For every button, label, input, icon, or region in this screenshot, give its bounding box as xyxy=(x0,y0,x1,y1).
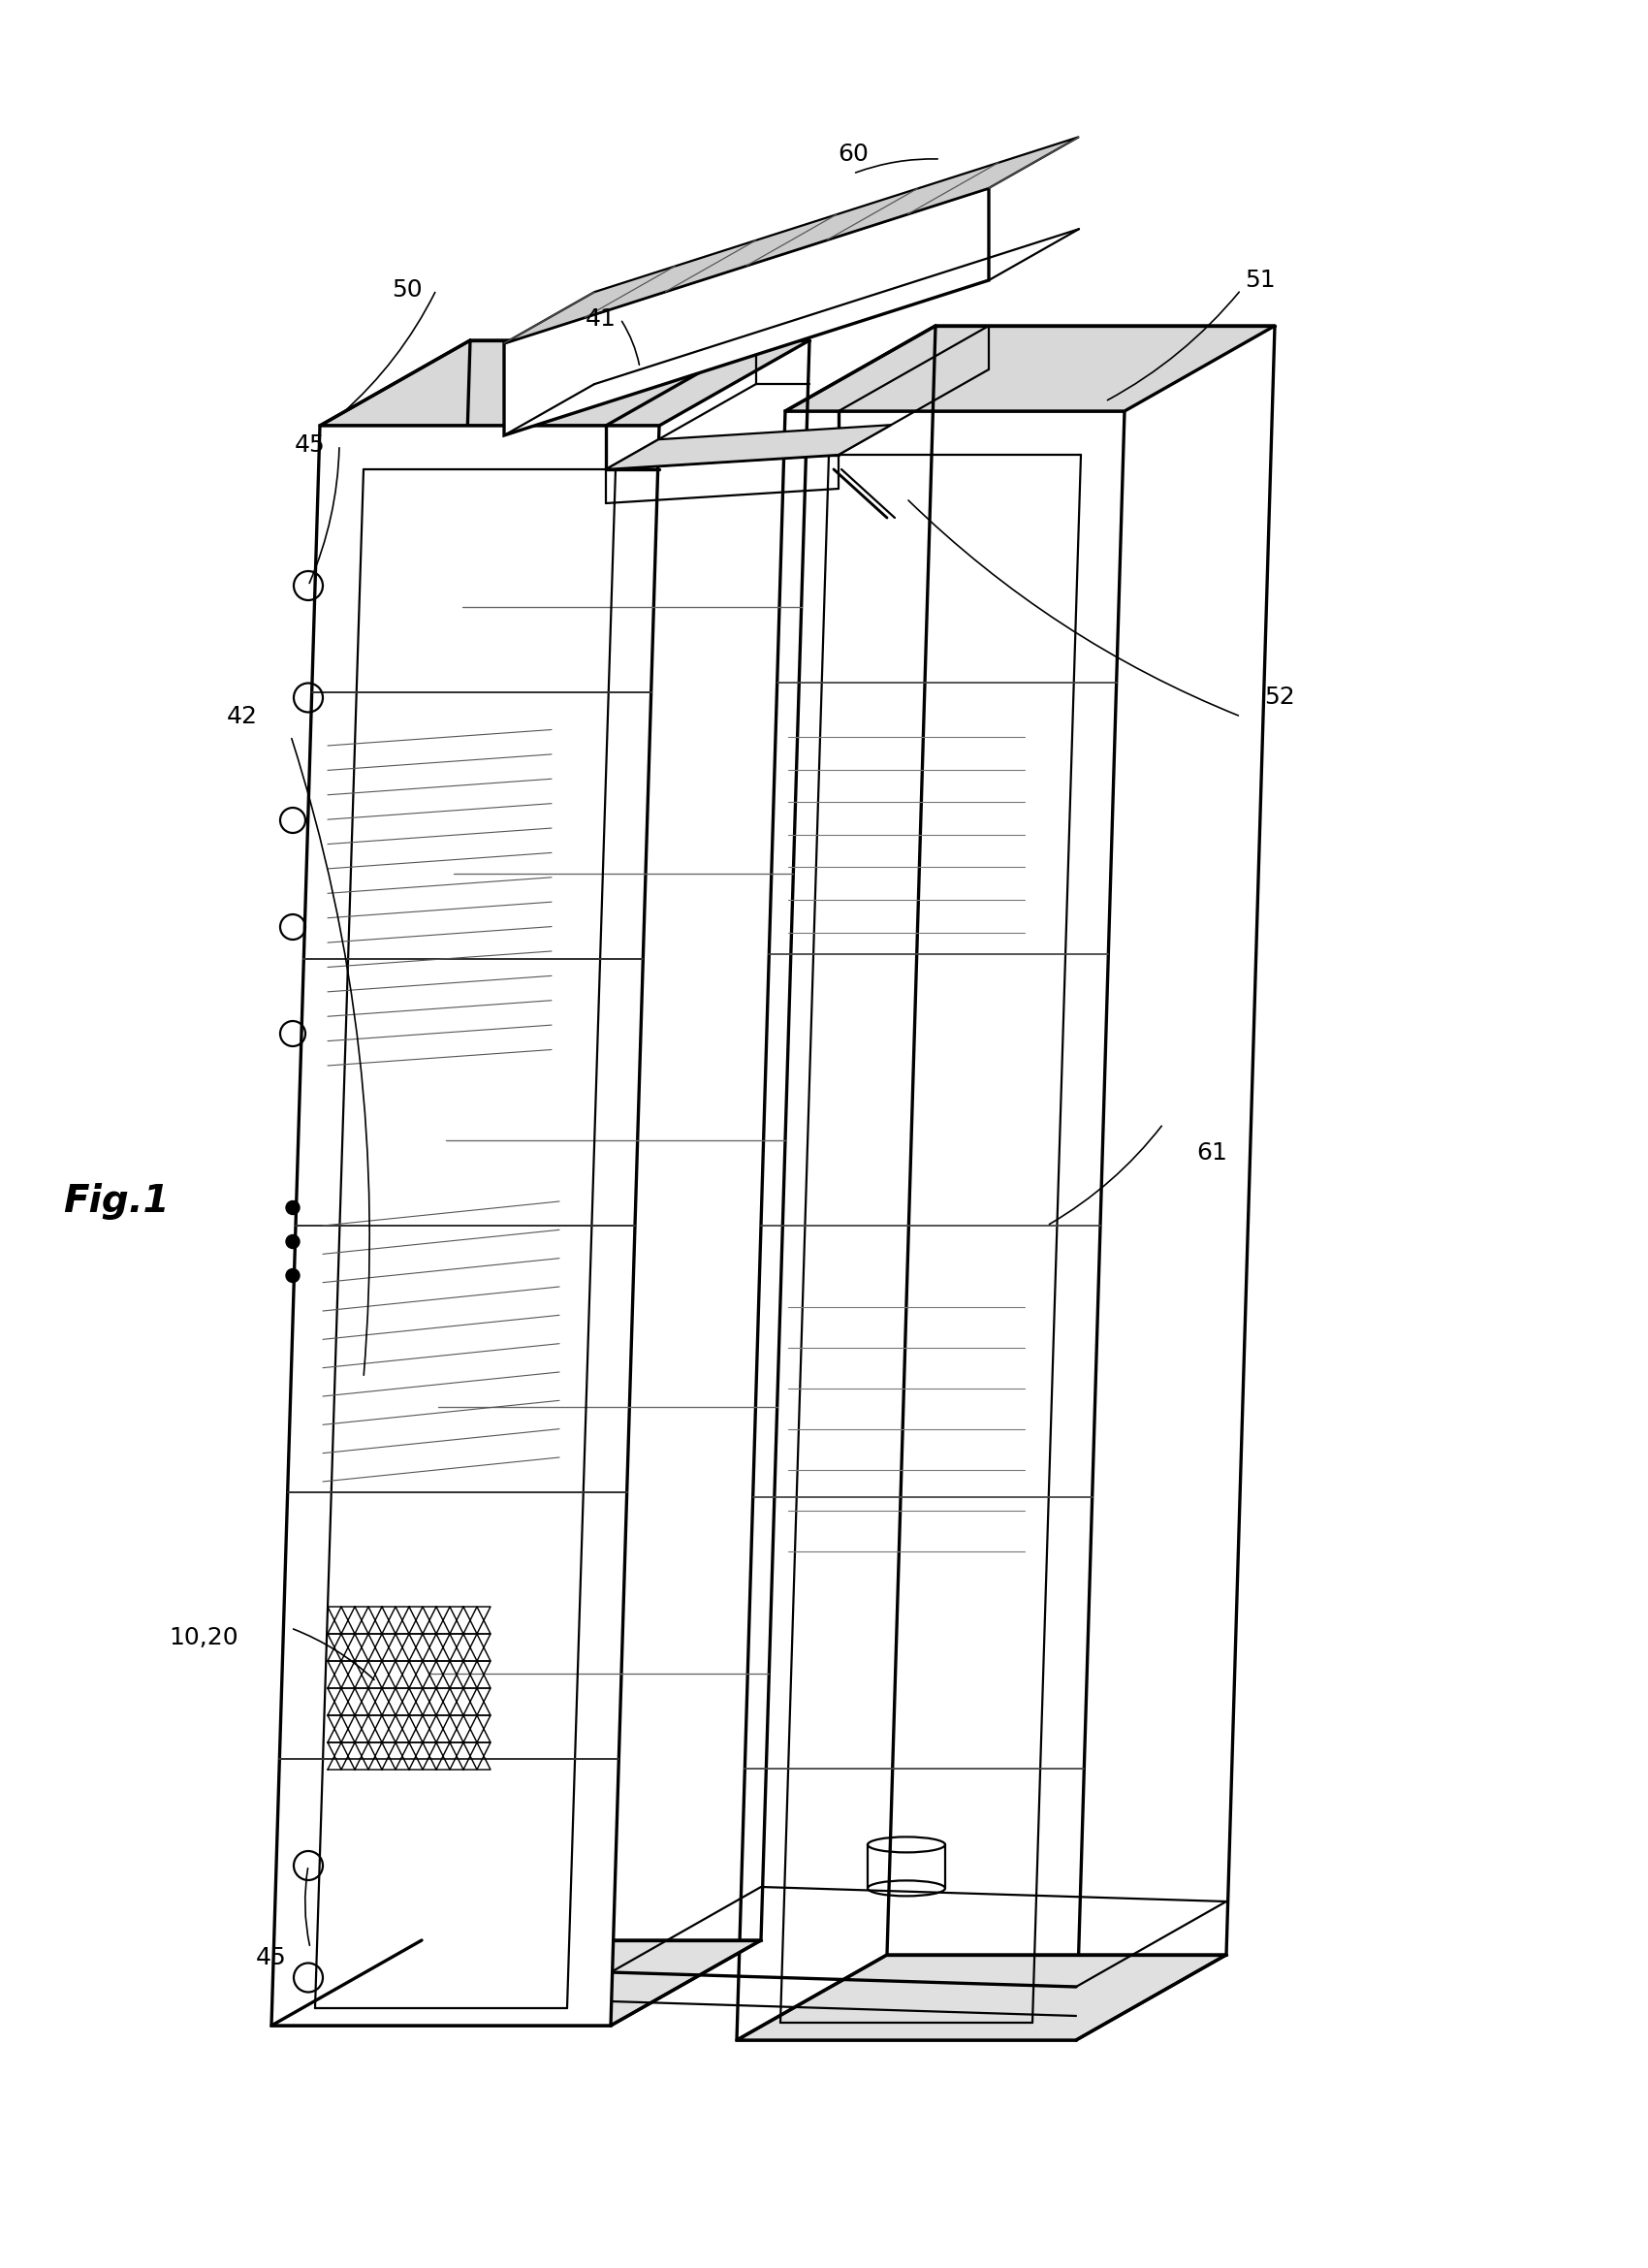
Circle shape xyxy=(287,1200,300,1213)
Polygon shape xyxy=(320,340,809,426)
Text: 10,20: 10,20 xyxy=(168,1626,239,1649)
Polygon shape xyxy=(737,411,1124,2041)
Text: 42: 42 xyxy=(227,705,257,728)
Text: 45: 45 xyxy=(255,1946,287,1969)
Text: 61: 61 xyxy=(1196,1141,1228,1163)
Circle shape xyxy=(287,1234,300,1247)
Polygon shape xyxy=(272,426,659,2025)
Text: 45: 45 xyxy=(295,433,326,456)
Polygon shape xyxy=(737,1955,1226,2041)
Text: 50: 50 xyxy=(392,279,422,302)
Text: 41: 41 xyxy=(585,308,616,331)
Text: 60: 60 xyxy=(837,143,868,166)
Text: 51: 51 xyxy=(1244,268,1276,293)
Polygon shape xyxy=(606,424,892,469)
Polygon shape xyxy=(784,327,1276,411)
Polygon shape xyxy=(504,188,989,435)
Text: 52: 52 xyxy=(1264,685,1295,710)
Polygon shape xyxy=(504,136,1079,342)
Circle shape xyxy=(287,1268,300,1281)
Polygon shape xyxy=(272,1939,761,2025)
Text: Fig.1: Fig.1 xyxy=(63,1184,170,1220)
